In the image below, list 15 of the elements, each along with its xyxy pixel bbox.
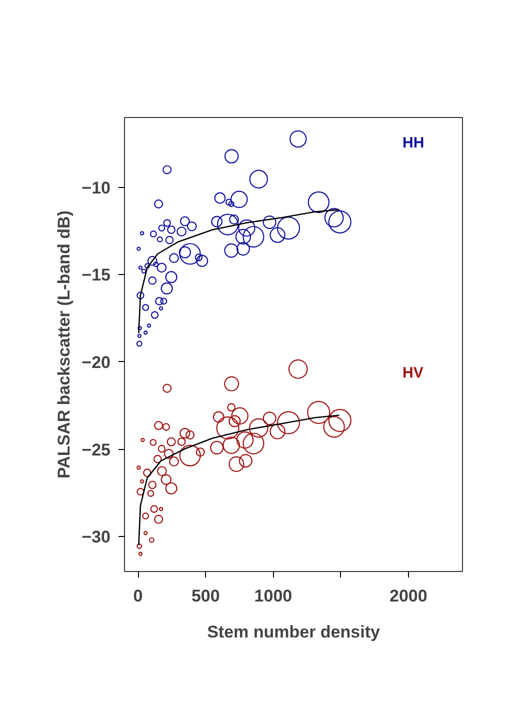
x-tick-label: 0 [133, 586, 143, 606]
x-axis-title: Stem number density [207, 622, 380, 642]
text: HV [402, 364, 424, 382]
line-series [138, 414, 340, 546]
x-tick-label: 1000 [254, 586, 292, 606]
x-tick-label: 2000 [390, 586, 428, 606]
y-tick-label: −20 [82, 352, 111, 372]
text: HH [402, 134, 424, 152]
y-tick-label: −25 [82, 440, 111, 460]
y-tick-label: −15 [82, 266, 111, 285]
y-tick-label: −30 [82, 528, 111, 547]
y-tick-label: −10 [82, 178, 111, 198]
y-axis-title: PALSAR backscatter (L-band dB) [54, 210, 74, 478]
x-tick-label: 500 [191, 586, 220, 606]
line-series [138, 209, 340, 334]
